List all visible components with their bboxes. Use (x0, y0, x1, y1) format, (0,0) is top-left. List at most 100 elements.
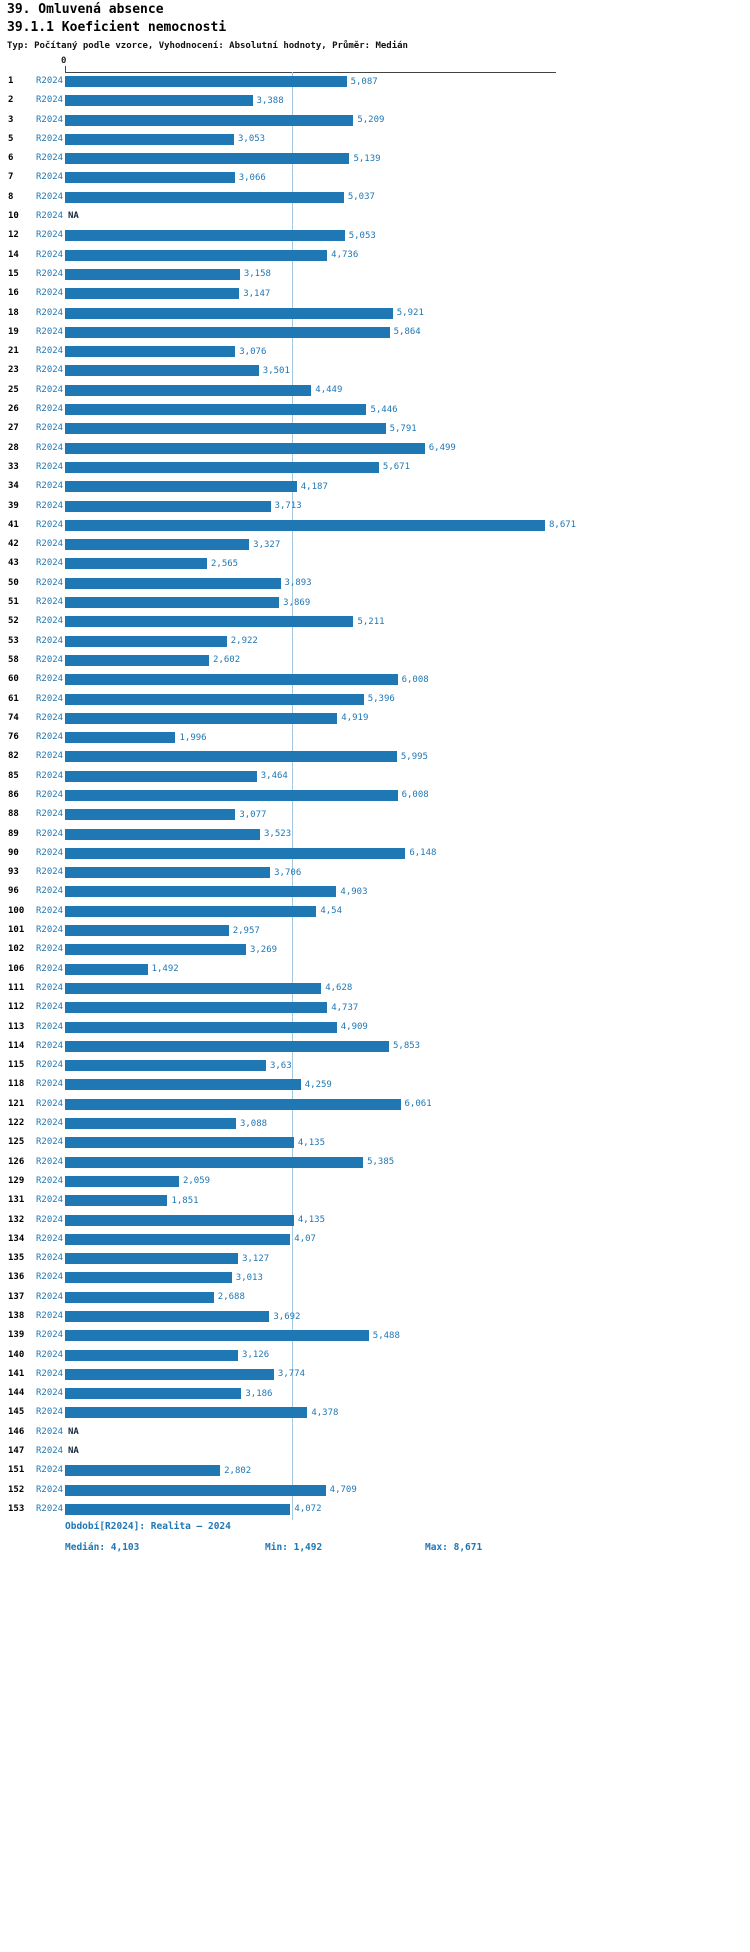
bar-value-label: 5,853 (393, 1041, 421, 1052)
value-bar[interactable] (65, 1098, 401, 1110)
chart-row: 51 R2024 3,869 (0, 593, 750, 612)
value-bar[interactable] (65, 1060, 266, 1072)
value-bar[interactable] (65, 1021, 337, 1033)
value-bar[interactable] (65, 133, 234, 145)
bar-track: 3,713 (65, 497, 750, 516)
value-bar[interactable] (65, 404, 367, 416)
value-bar[interactable] (65, 1465, 221, 1477)
value-bar[interactable] (65, 674, 398, 686)
value-bar[interactable] (65, 95, 253, 107)
value-bar[interactable] (65, 153, 350, 165)
value-bar[interactable] (65, 925, 229, 937)
row-id-label: 82 (8, 751, 19, 762)
value-bar[interactable] (65, 1272, 232, 1284)
value-bar[interactable] (65, 114, 354, 126)
value-bar[interactable] (65, 635, 227, 647)
value-bar[interactable] (65, 365, 259, 377)
chart-row: 14 R2024 4,736 (0, 246, 750, 265)
bar-track: 5,139 (65, 149, 750, 168)
value-bar[interactable] (65, 268, 240, 280)
value-bar[interactable] (65, 1253, 239, 1265)
value-bar[interactable] (65, 1368, 274, 1380)
value-bar[interactable] (65, 789, 398, 801)
row-series-label: R2024 (36, 1175, 64, 1186)
value-bar[interactable] (65, 519, 545, 531)
value-bar[interactable] (65, 539, 250, 551)
row-id-label: 2 (8, 95, 14, 106)
value-bar[interactable] (65, 1156, 364, 1168)
value-bar[interactable] (65, 384, 312, 396)
value-bar[interactable] (65, 1291, 214, 1303)
bar-value-label: 4,903 (340, 886, 368, 897)
value-bar[interactable] (65, 1079, 301, 1091)
value-bar[interactable] (65, 1388, 242, 1400)
value-bar[interactable] (65, 654, 210, 666)
value-bar[interactable] (65, 307, 393, 319)
value-bar[interactable] (65, 905, 317, 917)
value-bar[interactable] (65, 1214, 294, 1226)
value-bar[interactable] (65, 1330, 369, 1342)
row-id-label: 129 (8, 1175, 25, 1186)
value-bar[interactable] (65, 249, 328, 261)
row-id-label: 50 (8, 577, 19, 588)
bar-track: 5,671 (65, 458, 750, 477)
value-bar[interactable] (65, 577, 281, 589)
value-bar[interactable] (65, 1407, 308, 1419)
chart-row: 39 R2024 3,713 (0, 497, 750, 516)
value-bar[interactable] (65, 558, 207, 570)
bar-value-label: 5,995 (400, 751, 428, 762)
value-bar[interactable] (65, 732, 176, 744)
value-bar[interactable] (65, 597, 280, 609)
value-bar[interactable] (65, 1002, 328, 1014)
value-bar[interactable] (65, 1040, 389, 1052)
value-bar[interactable] (65, 770, 257, 782)
value-bar[interactable] (65, 1175, 179, 1187)
value-bar[interactable] (65, 751, 397, 763)
value-bar[interactable] (65, 828, 261, 840)
value-bar[interactable] (65, 481, 297, 493)
row-series-label: R2024 (36, 172, 64, 183)
value-bar[interactable] (65, 1118, 236, 1130)
value-bar[interactable] (65, 172, 235, 184)
value-bar[interactable] (65, 982, 322, 994)
value-bar[interactable] (65, 288, 240, 300)
value-bar[interactable] (65, 326, 390, 338)
row-id-label: 86 (8, 789, 19, 800)
value-bar[interactable] (65, 693, 364, 705)
value-bar[interactable] (65, 76, 347, 87)
value-bar[interactable] (65, 1233, 291, 1245)
bar-track: 5,791 (65, 419, 750, 438)
value-bar[interactable] (65, 809, 236, 821)
value-bar[interactable] (65, 616, 354, 628)
chart-row: 151 R2024 2,802 (0, 1461, 750, 1480)
value-bar[interactable] (65, 1137, 294, 1149)
value-bar[interactable] (65, 1311, 270, 1322)
value-bar[interactable] (65, 886, 337, 898)
chart-row: 2 R2024 3,388 (0, 91, 750, 110)
chart-row: 138 R2024 3,692 (0, 1307, 750, 1326)
value-bar[interactable] (65, 461, 379, 473)
bar-track: 5,087 (65, 72, 750, 91)
value-bar[interactable] (65, 442, 425, 454)
value-bar[interactable] (65, 944, 246, 956)
value-bar[interactable] (65, 847, 406, 859)
max-stat: Max: 8,671 (425, 1542, 483, 1553)
value-bar[interactable] (65, 191, 344, 203)
value-bar[interactable] (65, 500, 271, 512)
value-bar[interactable] (65, 1349, 239, 1361)
row-series-label: R2024 (36, 558, 64, 569)
x-axis-zero-label: 0 (61, 56, 67, 66)
value-bar[interactable] (65, 423, 386, 435)
value-bar[interactable] (65, 1484, 326, 1496)
chart-row: 74 R2024 4,919 (0, 709, 750, 728)
row-series-label: R2024 (36, 616, 64, 627)
value-bar[interactable] (65, 963, 148, 975)
bar-track: 3,501 (65, 361, 750, 380)
value-bar[interactable] (65, 346, 236, 358)
value-bar[interactable] (65, 712, 338, 724)
value-bar[interactable] (65, 867, 271, 879)
value-bar[interactable] (65, 230, 345, 242)
chart-row: 28 R2024 6,499 (0, 439, 750, 458)
value-bar[interactable] (65, 1503, 291, 1515)
value-bar[interactable] (65, 1195, 168, 1207)
